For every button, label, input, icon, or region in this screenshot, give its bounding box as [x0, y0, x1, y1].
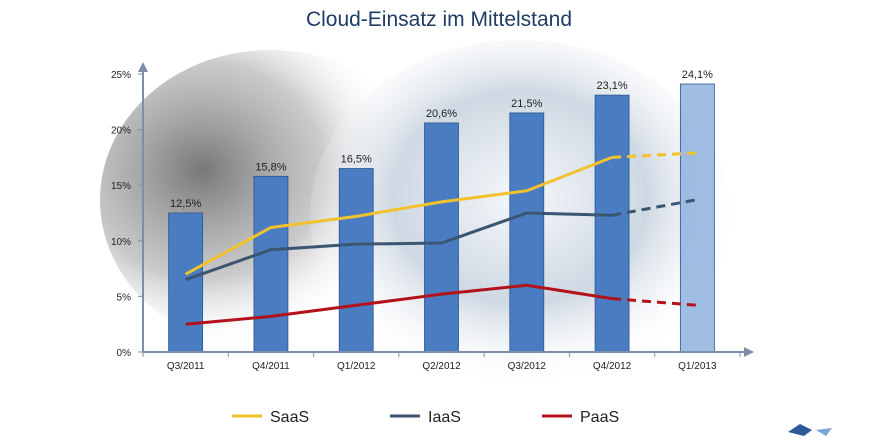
series-line-iaas — [185, 211, 613, 282]
logo-mark — [788, 424, 832, 436]
y-axis-arrow — [138, 62, 148, 72]
x-tick-label: Q3/2012 — [508, 361, 547, 372]
x-tick-label: Q4/2012 — [593, 361, 632, 372]
bar — [338, 168, 374, 353]
legend-label-iaas: IaaS — [428, 409, 461, 426]
bar-projected — [679, 83, 715, 353]
bar-value-label: 21,5% — [511, 98, 542, 110]
series-line-paas — [185, 283, 613, 326]
x-tick-label: Q4/2011 — [252, 361, 290, 372]
bar-value-label: 20,6% — [426, 108, 457, 120]
bar-value-label: 23,1% — [596, 80, 627, 92]
legend-label-saas: SaaS — [270, 409, 309, 426]
y-tick-label: 0% — [117, 348, 132, 359]
x-tick-label: Q1/2013 — [678, 361, 717, 372]
y-tick-label: 10% — [111, 237, 131, 248]
x-tick-label: Q2/2012 — [422, 361, 461, 372]
bar — [509, 112, 545, 353]
y-tick-label: 25% — [111, 70, 131, 81]
bar-value-label: 15,8% — [255, 161, 286, 173]
x-tick-label: Q3/2011 — [167, 361, 205, 372]
bar-value-label: 12,5% — [170, 198, 201, 210]
x-axis-arrow — [744, 347, 754, 357]
bar — [253, 175, 289, 353]
series-line-saas — [184, 156, 613, 276]
y-tick-label: 20% — [111, 126, 131, 137]
y-tick-label: 5% — [117, 292, 132, 303]
chart-title: Cloud-Einsatz im Mittelstand — [305, 8, 573, 31]
bar-value-label: 16,5% — [341, 154, 372, 166]
bar-value-label: 24,1% — [682, 69, 713, 81]
bar — [168, 212, 204, 353]
legend-label-paas: PaaS — [580, 409, 619, 426]
y-tick-label: 15% — [111, 181, 131, 192]
x-tick-label: Q1/2012 — [337, 361, 376, 372]
bar — [594, 94, 630, 353]
